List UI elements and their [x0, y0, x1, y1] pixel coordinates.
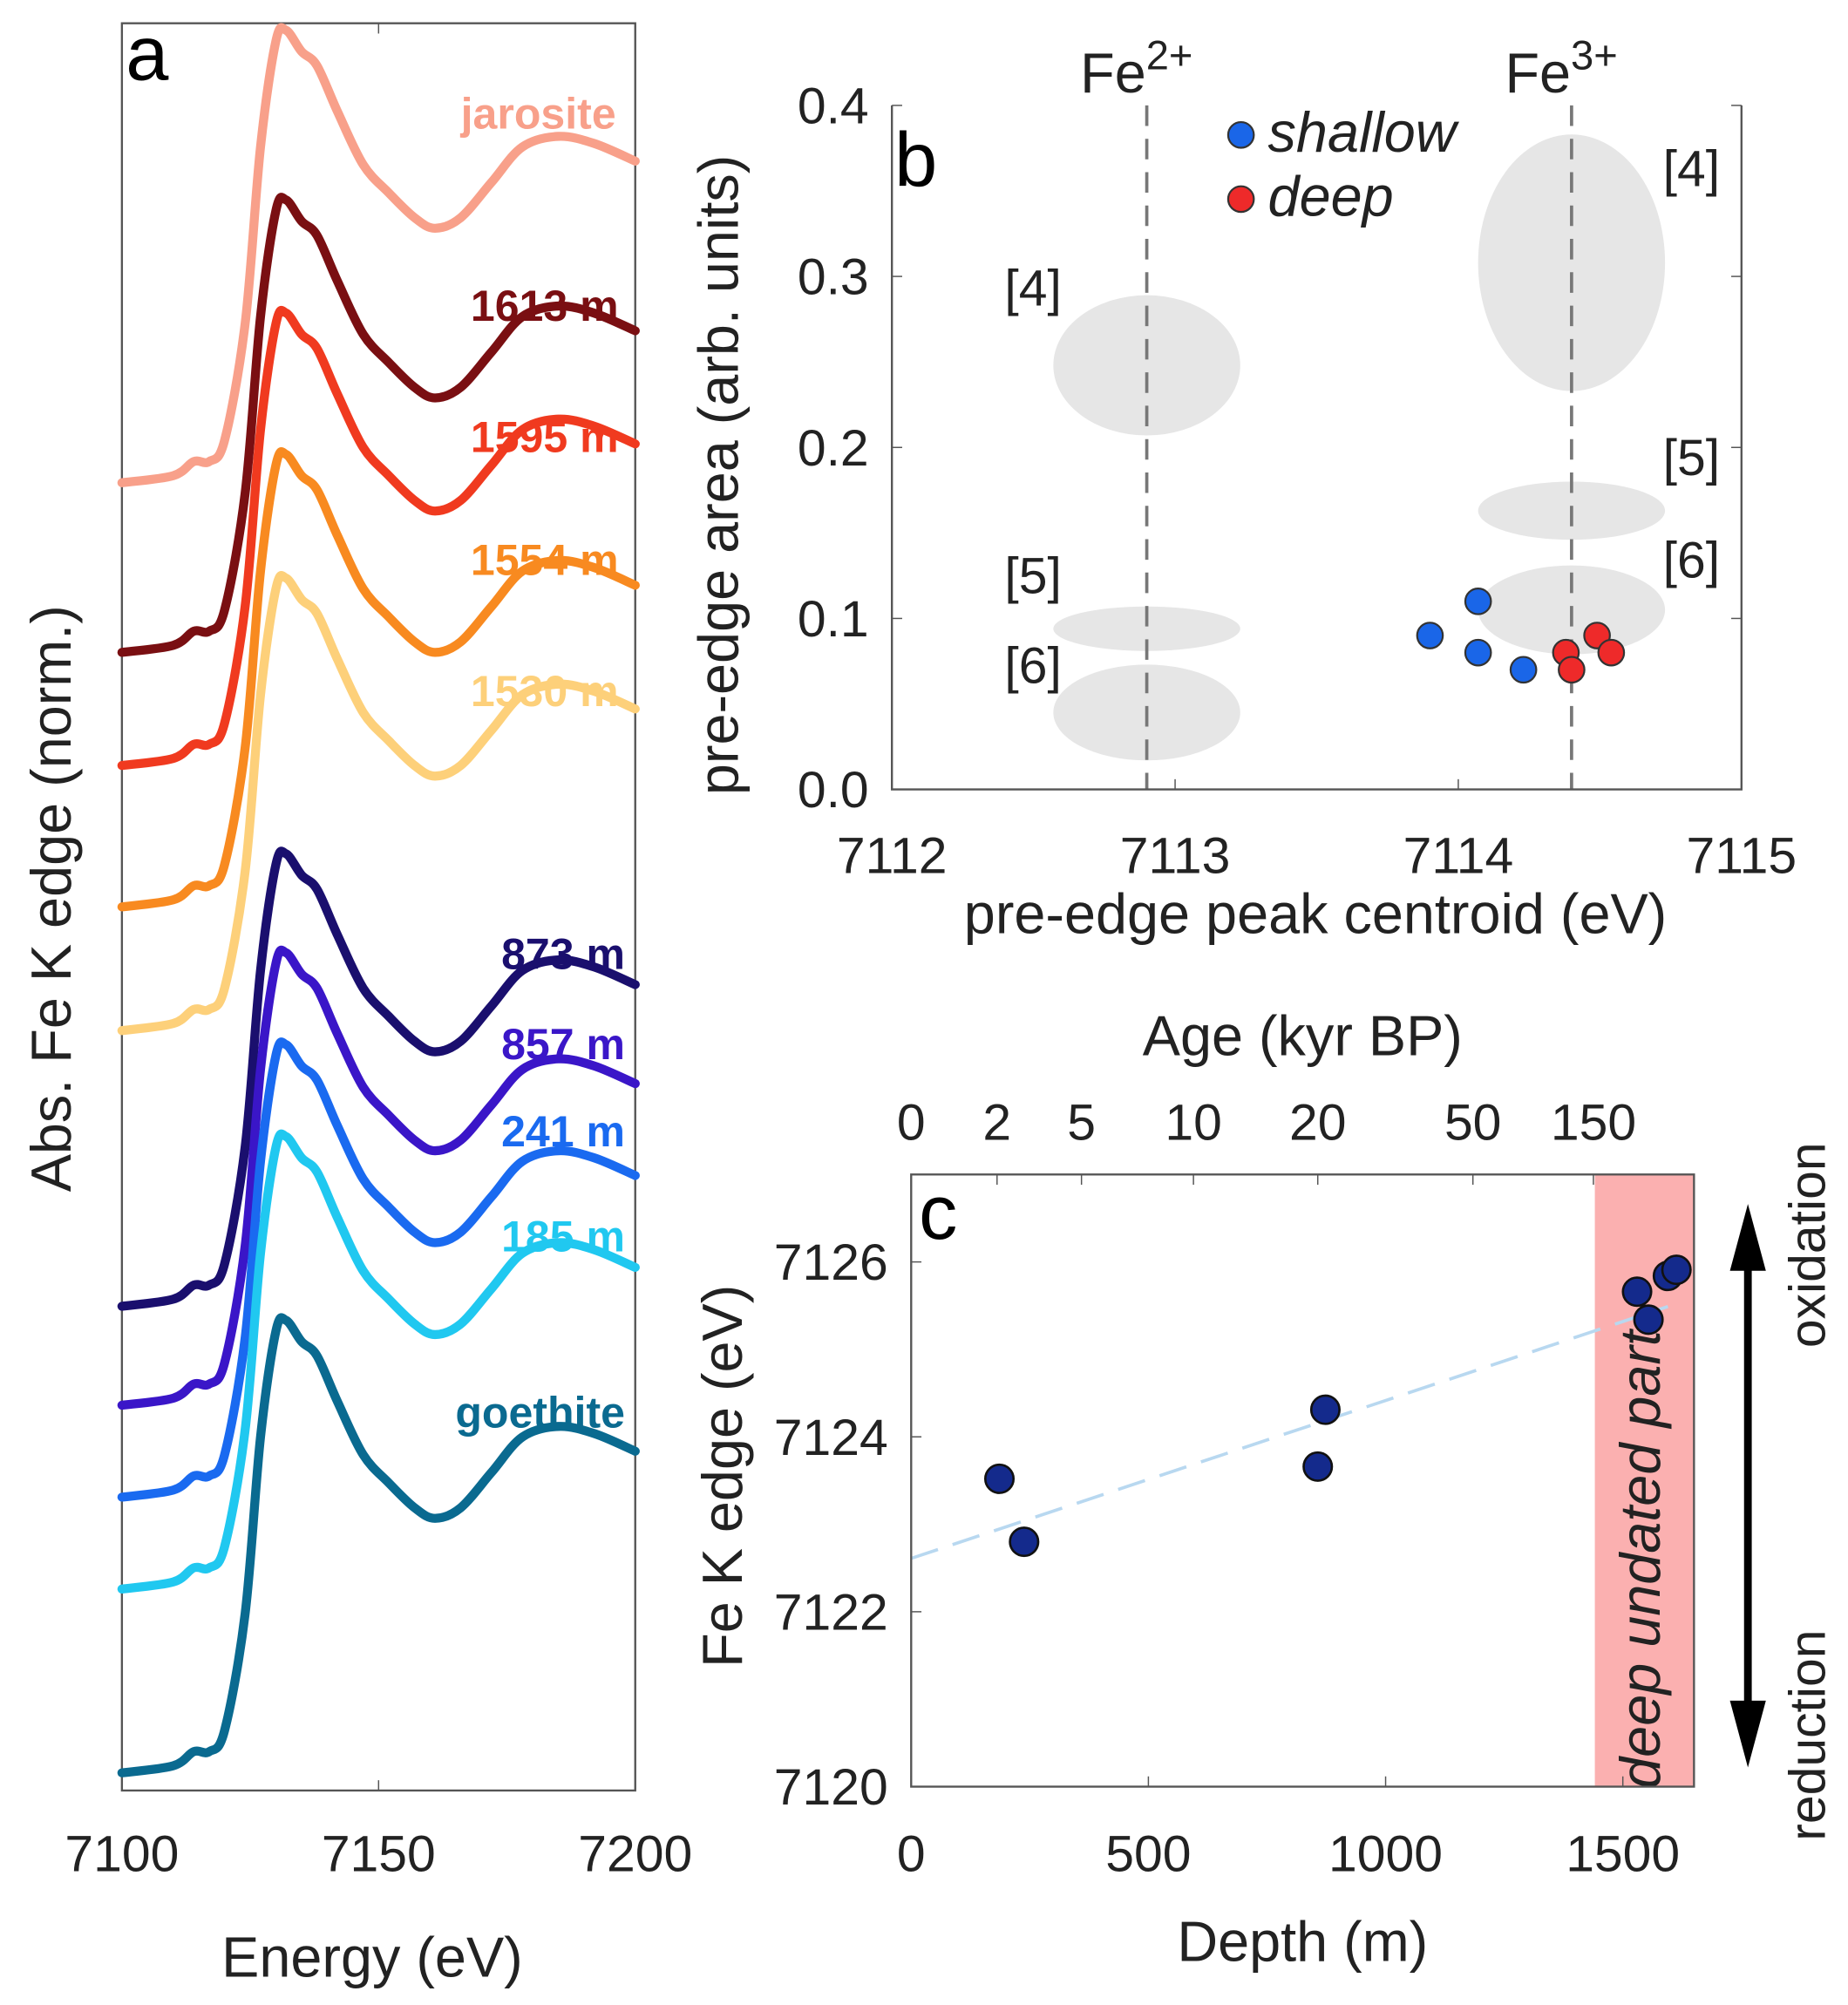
oxidation-label: oxidation: [1779, 1142, 1836, 1348]
data-point: [1661, 1254, 1692, 1286]
reference-region: [1053, 606, 1240, 651]
series-label: 1530 m: [471, 667, 619, 716]
top-tick-label-c: 50: [1444, 1095, 1502, 1152]
panel-letter-a: a: [126, 10, 169, 96]
x-tick-label-b: 7114: [1403, 827, 1514, 884]
reference-region-label: [4]: [1663, 141, 1720, 198]
data-point: [1009, 1526, 1040, 1558]
series-label: 241 m: [501, 1107, 625, 1156]
axes-c-frame: [910, 1173, 1695, 1788]
x-axis-label-a: Energy (eV): [221, 1925, 523, 1988]
series-label: goethite: [455, 1388, 625, 1437]
y-tick-label-c: 7120: [774, 1759, 888, 1816]
reference-region: [1053, 295, 1240, 436]
data-point-shallow: [1416, 622, 1444, 649]
spectrum-line: [117, 1129, 640, 1594]
reference-region-label: [5]: [1004, 547, 1061, 604]
y-tick-label-b: 0.2: [798, 420, 869, 477]
x-tick-label-c: 1000: [1328, 1826, 1443, 1883]
y-tick-label-b: 0.0: [798, 762, 869, 819]
legend-marker: [1226, 120, 1255, 149]
series-label: 1595 m: [471, 412, 619, 461]
spectrum-line: [117, 846, 640, 1311]
top-tick-label-c: 0: [897, 1095, 926, 1152]
shaded-region-label: deep undated part: [1608, 1328, 1672, 1789]
spectrum-line: [117, 571, 640, 1036]
data-point: [1309, 1394, 1341, 1425]
reference-region: [1478, 134, 1666, 391]
x-tick-label-a: 7200: [578, 1826, 692, 1883]
x-tick-label-b: 7115: [1687, 827, 1797, 884]
series-label: 1613 m: [471, 282, 619, 330]
top-tick-label-c: 150: [1551, 1095, 1636, 1152]
x-axis-label-b: pre-edge peak centroid (eV): [964, 881, 1667, 945]
x-tick-label-c: 0: [897, 1826, 926, 1883]
reference-region-label: [6]: [1663, 533, 1720, 589]
top-x-axis-label-c: Age (kyr BP): [1143, 1003, 1463, 1067]
y-tick-label-c: 7126: [774, 1234, 888, 1291]
reference-region-label: [5]: [1663, 430, 1720, 486]
data-point-shallow: [1464, 638, 1492, 667]
spectrum-line: [117, 193, 640, 657]
x-tick-label-c: 500: [1105, 1826, 1191, 1883]
spectrum-line: [117, 945, 640, 1410]
legend-label: shallow: [1268, 100, 1460, 164]
reference-region-label: [6]: [1004, 637, 1061, 694]
x-tick-label-a: 7100: [65, 1826, 179, 1883]
series-label: 185 m: [501, 1213, 625, 1261]
y-axis-label-c: Fe K edge (eV): [690, 1285, 754, 1668]
data-point-shallow: [1509, 656, 1538, 684]
data-point: [1621, 1276, 1653, 1308]
x-axis-label-c: Depth (m): [1177, 1910, 1428, 1974]
panel-letter-c: c: [919, 1169, 957, 1255]
y-tick-label-b: 0.3: [798, 249, 869, 306]
data-point-shallow: [1464, 587, 1492, 615]
top-tick-label-c: 20: [1289, 1095, 1347, 1152]
data-point: [983, 1463, 1016, 1494]
series-label: jarosite: [460, 89, 616, 138]
spectrum-line: [117, 447, 640, 912]
x-tick-label-a: 7150: [322, 1826, 436, 1883]
series-label: 1554 m: [471, 536, 619, 585]
spectrum-line: [117, 1037, 640, 1502]
reference-region-label: [4]: [1004, 261, 1061, 317]
legend-label: deep: [1268, 165, 1394, 228]
reference-line-label: Fe2+: [1080, 32, 1192, 105]
data-point-deep: [1558, 656, 1586, 684]
spectrum-line: [117, 1313, 640, 1777]
spectrum-line: [117, 23, 640, 487]
reference-line-label: Fe3+: [1505, 32, 1617, 105]
y-tick-label-c: 7124: [774, 1410, 888, 1466]
trend-line: [910, 1305, 1668, 1560]
arrow-up-icon: [1729, 1204, 1766, 1271]
y-axis-label-a: Abs. Fe K edge (norm.): [19, 605, 83, 1192]
top-tick-label-c: 10: [1165, 1095, 1222, 1152]
top-tick-label-c: 2: [982, 1095, 1011, 1152]
spectrum-line: [117, 305, 640, 771]
reduction-label: reduction: [1780, 1630, 1837, 1841]
x-tick-label-b: 7112: [837, 827, 948, 884]
data-point: [1633, 1304, 1664, 1336]
y-axis-label-b: pre-edge area (arb. units): [687, 155, 751, 795]
y-tick-label-b: 0.1: [798, 591, 869, 648]
x-tick-label-b: 7113: [1120, 827, 1231, 884]
y-tick-label-c: 7122: [774, 1584, 888, 1641]
series-label: 873 m: [501, 930, 625, 979]
y-tick-label-b: 0.4: [798, 78, 869, 135]
series-label: 857 m: [501, 1020, 625, 1069]
panel-letter-b: b: [894, 117, 937, 203]
x-tick-label-c: 1500: [1566, 1826, 1680, 1883]
top-tick-label-c: 5: [1067, 1095, 1096, 1152]
data-point: [1302, 1451, 1334, 1482]
arrow-down-icon: [1729, 1700, 1766, 1768]
legend-marker: [1226, 185, 1255, 214]
data-point-deep: [1597, 638, 1626, 667]
